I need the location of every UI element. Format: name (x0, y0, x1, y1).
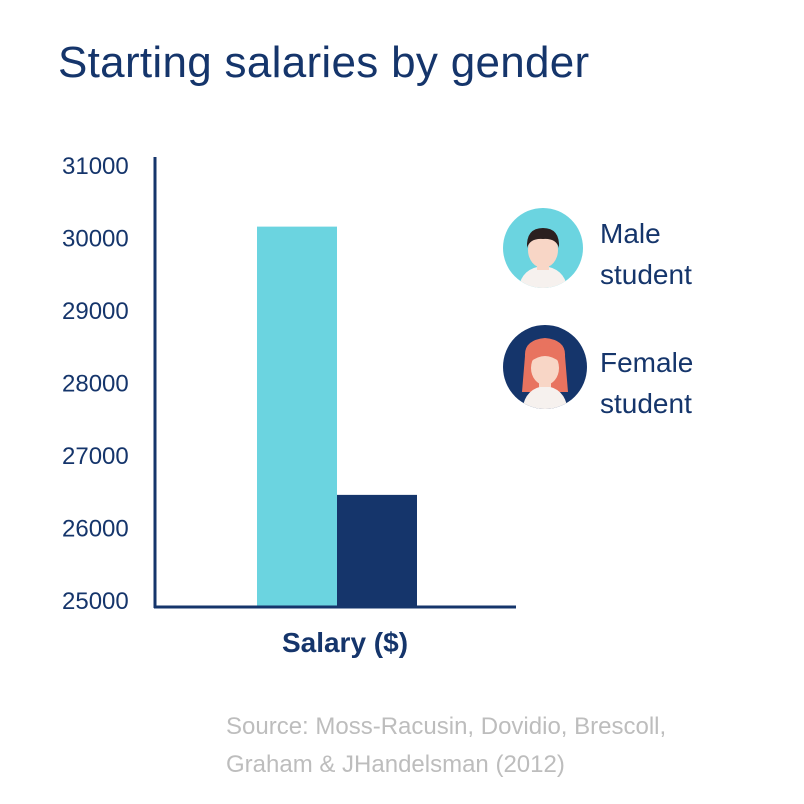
bar-female-student (337, 494, 417, 606)
chart-title: Starting salaries by gender (58, 38, 590, 87)
male-student-avatar-icon (503, 208, 583, 288)
y-tick-label: 28000 (62, 371, 129, 398)
female-student-avatar-icon (503, 325, 587, 409)
source-line-2: Graham & JHandelsman (2012) (226, 751, 565, 778)
y-tick-label: 30000 (62, 226, 129, 253)
source-note: Source: Moss-Racusin, Dovidio, Brescoll,… (226, 708, 786, 784)
x-axis-label: Salary ($) (282, 627, 408, 658)
source-line-1: Source: Moss-Racusin, Dovidio, Brescoll, (226, 713, 667, 740)
y-tick-label: 27000 (62, 443, 129, 470)
y-tick-label: 29000 (62, 298, 129, 325)
y-tick-label: 25000 (62, 588, 129, 615)
bar-male-student (257, 226, 337, 606)
legend: Male student Female student (503, 208, 701, 419)
y-tick-label: 26000 (62, 516, 129, 543)
y-tick-label: 31000 (62, 153, 129, 180)
y-axis-ticks: 25000 26000 27000 28000 29000 30000 31000 (62, 153, 129, 615)
legend-label-male: Male student (600, 218, 692, 290)
bars (257, 226, 417, 606)
legend-label-female: Female student (600, 347, 701, 419)
